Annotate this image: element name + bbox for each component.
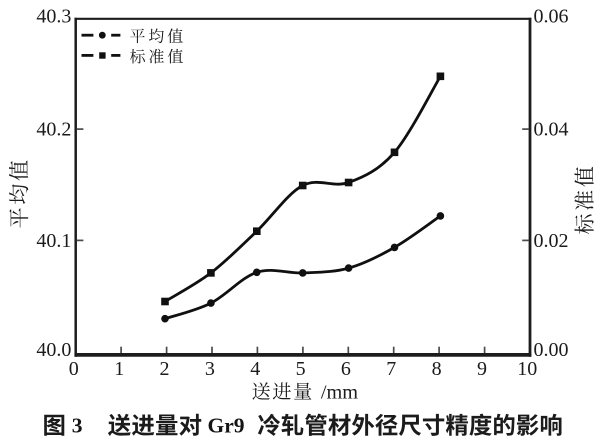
svg-text:/mm: /mm (321, 382, 358, 404)
svg-text:0.06: 0.06 (534, 5, 569, 27)
svg-text:0: 0 (69, 358, 79, 380)
svg-text:0.00: 0.00 (534, 339, 569, 361)
svg-text:8: 8 (432, 358, 442, 380)
svg-text:40.0: 40.0 (36, 339, 71, 361)
svg-text:4: 4 (250, 358, 260, 380)
svg-text:Gr9: Gr9 (208, 413, 245, 437)
svg-text:9: 9 (477, 358, 487, 380)
svg-text:40.3: 40.3 (36, 5, 71, 27)
svg-text:7: 7 (386, 358, 396, 380)
svg-text:40.2: 40.2 (36, 118, 71, 140)
svg-text:10: 10 (517, 358, 537, 380)
svg-text:3: 3 (72, 413, 83, 437)
svg-text:40.1: 40.1 (36, 230, 71, 252)
svg-text:0.02: 0.02 (534, 230, 569, 252)
svg-text:2: 2 (160, 358, 170, 380)
svg-text:6: 6 (341, 358, 351, 380)
svg-text:5: 5 (296, 358, 306, 380)
svg-text:1: 1 (114, 358, 124, 380)
svg-text:3: 3 (205, 358, 215, 380)
svg-text:0.04: 0.04 (534, 118, 569, 140)
